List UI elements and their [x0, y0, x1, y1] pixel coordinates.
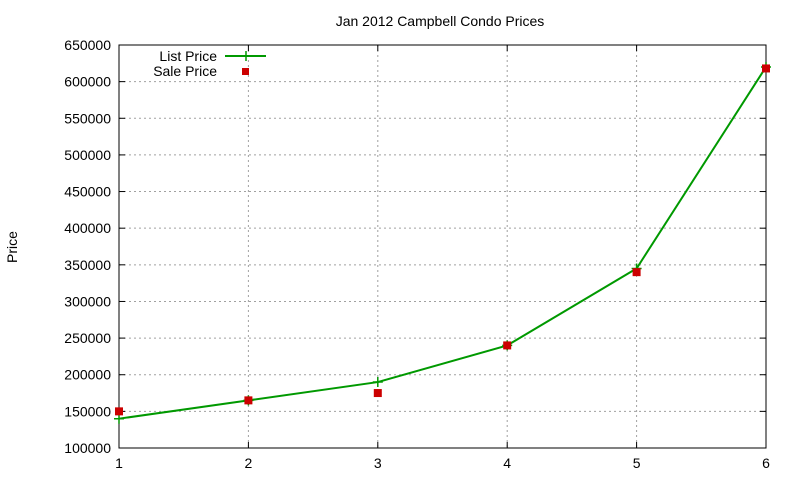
y-tick-label: 650000 — [64, 37, 111, 53]
chart-title: Jan 2012 Campbell Condo Prices — [336, 13, 545, 29]
tick-layer: 100000 150000 200000 250000 300000 350000 4000… — [64, 37, 770, 471]
sale-price-point — [373, 389, 382, 398]
y-axis-label: Price — [4, 231, 20, 263]
list-price-point — [372, 377, 383, 388]
y-tick-label: 450000 — [64, 184, 111, 200]
list-price-line — [118, 66, 767, 420]
sale-price-point — [762, 64, 770, 73]
y-tick-label: 250000 — [64, 330, 111, 346]
y-tick-label: 150000 — [64, 403, 111, 419]
x-tick-label: 1 — [115, 455, 123, 471]
legend: List Price Sale Price — [153, 48, 266, 79]
sale-price-point — [503, 341, 512, 350]
y-tick-label: 500000 — [64, 147, 111, 163]
y-tick-label: 100000 — [64, 440, 111, 456]
plot-frame — [118, 44, 767, 449]
y-tick-label: 550000 — [64, 110, 111, 126]
sale-price-point — [632, 268, 641, 277]
legend-sale-price-label: Sale Price — [153, 63, 217, 79]
legend-list-price-label: List Price — [159, 48, 217, 64]
x-tick-label: 2 — [245, 455, 253, 471]
legend-list-price-marker — [241, 51, 251, 61]
y-tick-label: 200000 — [64, 367, 111, 383]
y-tick-label: 350000 — [64, 257, 111, 273]
y-tick-label: 600000 — [64, 74, 111, 90]
series-layer — [114, 61, 771, 424]
x-tick-label: 5 — [633, 455, 641, 471]
y-tick-label: 300000 — [64, 293, 111, 309]
x-tick-label: 4 — [503, 455, 511, 471]
sale-price-point — [244, 396, 253, 405]
x-tick-label: 6 — [762, 455, 770, 471]
grid-layer — [119, 45, 766, 448]
legend-sale-price-marker — [242, 68, 249, 75]
y-tick-label: 400000 — [64, 220, 111, 236]
sale-price-point — [115, 407, 123, 416]
x-tick-label: 3 — [374, 455, 382, 471]
